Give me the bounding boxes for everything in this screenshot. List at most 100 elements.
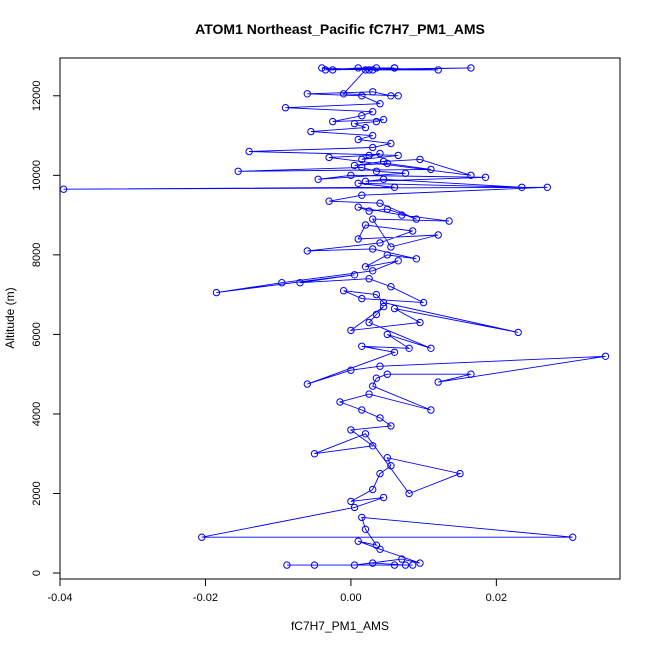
data-point	[283, 561, 291, 569]
data-point	[358, 112, 366, 120]
data-point	[234, 167, 242, 176]
data-point	[434, 66, 442, 74]
y-tick-label: 12000	[31, 80, 43, 111]
data-points	[59, 64, 610, 569]
data-point	[361, 66, 370, 74]
data-point	[303, 380, 311, 388]
data-point	[365, 66, 373, 74]
data-point	[383, 159, 391, 168]
data-point	[361, 123, 370, 132]
data-point	[339, 90, 348, 98]
data-point	[387, 422, 395, 430]
x-tick-label: -0.04	[47, 592, 72, 604]
data-point	[329, 117, 337, 126]
data-point	[369, 245, 377, 253]
data-point	[347, 366, 355, 374]
data-point	[354, 537, 362, 545]
data-point	[467, 64, 475, 72]
data-point	[434, 378, 442, 386]
data-point	[419, 298, 428, 307]
data-point	[543, 183, 551, 192]
data-point	[307, 127, 315, 136]
data-point	[387, 462, 395, 470]
data-point	[350, 119, 359, 128]
x-tick-label: -0.02	[193, 592, 218, 604]
data-point	[409, 227, 417, 235]
data-point	[376, 100, 384, 108]
data-point	[405, 344, 413, 352]
data-point	[372, 117, 381, 126]
data-point	[390, 348, 399, 356]
data-point	[394, 92, 402, 100]
data-point	[358, 163, 366, 172]
y-tick-label: 2000	[31, 481, 43, 505]
data-point	[383, 251, 391, 259]
data-point	[358, 342, 366, 350]
data-point	[427, 165, 435, 174]
data-point	[347, 497, 355, 506]
data-point	[394, 257, 402, 265]
data-point	[383, 370, 391, 378]
data-point	[376, 362, 384, 370]
data-point	[354, 179, 362, 188]
data-point	[310, 450, 319, 458]
data-point	[398, 211, 406, 219]
data-point	[212, 288, 221, 297]
data-point	[365, 207, 373, 215]
data-point	[369, 108, 377, 116]
data-point	[350, 561, 359, 569]
data-point	[383, 205, 391, 213]
data-point	[383, 454, 391, 462]
data-point	[427, 344, 435, 352]
data-point	[379, 298, 388, 307]
series-line	[63, 67, 606, 566]
data-point	[394, 151, 402, 160]
data-point	[358, 92, 366, 100]
data-point	[514, 328, 522, 337]
data-point	[296, 279, 304, 287]
data-point	[401, 561, 410, 569]
data-point	[278, 279, 286, 287]
data-point	[369, 143, 377, 152]
data-point	[325, 153, 333, 162]
data-point	[329, 66, 337, 74]
data-point	[390, 561, 399, 569]
data-point	[456, 469, 464, 478]
y-tick-label: 10000	[31, 160, 43, 191]
data-point	[369, 559, 377, 567]
data-point	[310, 561, 319, 569]
data-point	[369, 88, 377, 96]
data-point	[427, 406, 435, 414]
data-point	[401, 169, 410, 178]
data-point	[369, 215, 377, 223]
data-point	[369, 267, 377, 275]
data-point	[365, 275, 373, 283]
plot-frame	[59, 57, 621, 580]
data-point	[379, 493, 388, 502]
data-point	[361, 263, 370, 271]
data-point	[518, 183, 526, 192]
x-axis: -0.04 -0.02 0.00 0.02	[47, 578, 507, 604]
data-point	[361, 525, 370, 533]
data-point	[379, 175, 388, 184]
data-point	[372, 541, 381, 549]
data-point	[281, 104, 290, 112]
data-point	[390, 183, 399, 192]
data-point	[303, 90, 311, 98]
data-point	[387, 92, 395, 100]
data-point	[358, 294, 366, 303]
data-point	[365, 318, 373, 327]
data-point	[350, 271, 359, 279]
data-point	[383, 330, 391, 339]
data-point	[198, 533, 206, 541]
data-point	[358, 155, 366, 164]
data-point	[314, 175, 322, 184]
y-tick-label: 8000	[31, 243, 43, 267]
data-point	[379, 302, 388, 311]
data-point	[365, 151, 373, 160]
data-point	[376, 149, 384, 158]
data-point	[372, 310, 381, 319]
data-point	[321, 66, 330, 74]
data-point	[350, 161, 359, 170]
data-point	[409, 561, 417, 569]
